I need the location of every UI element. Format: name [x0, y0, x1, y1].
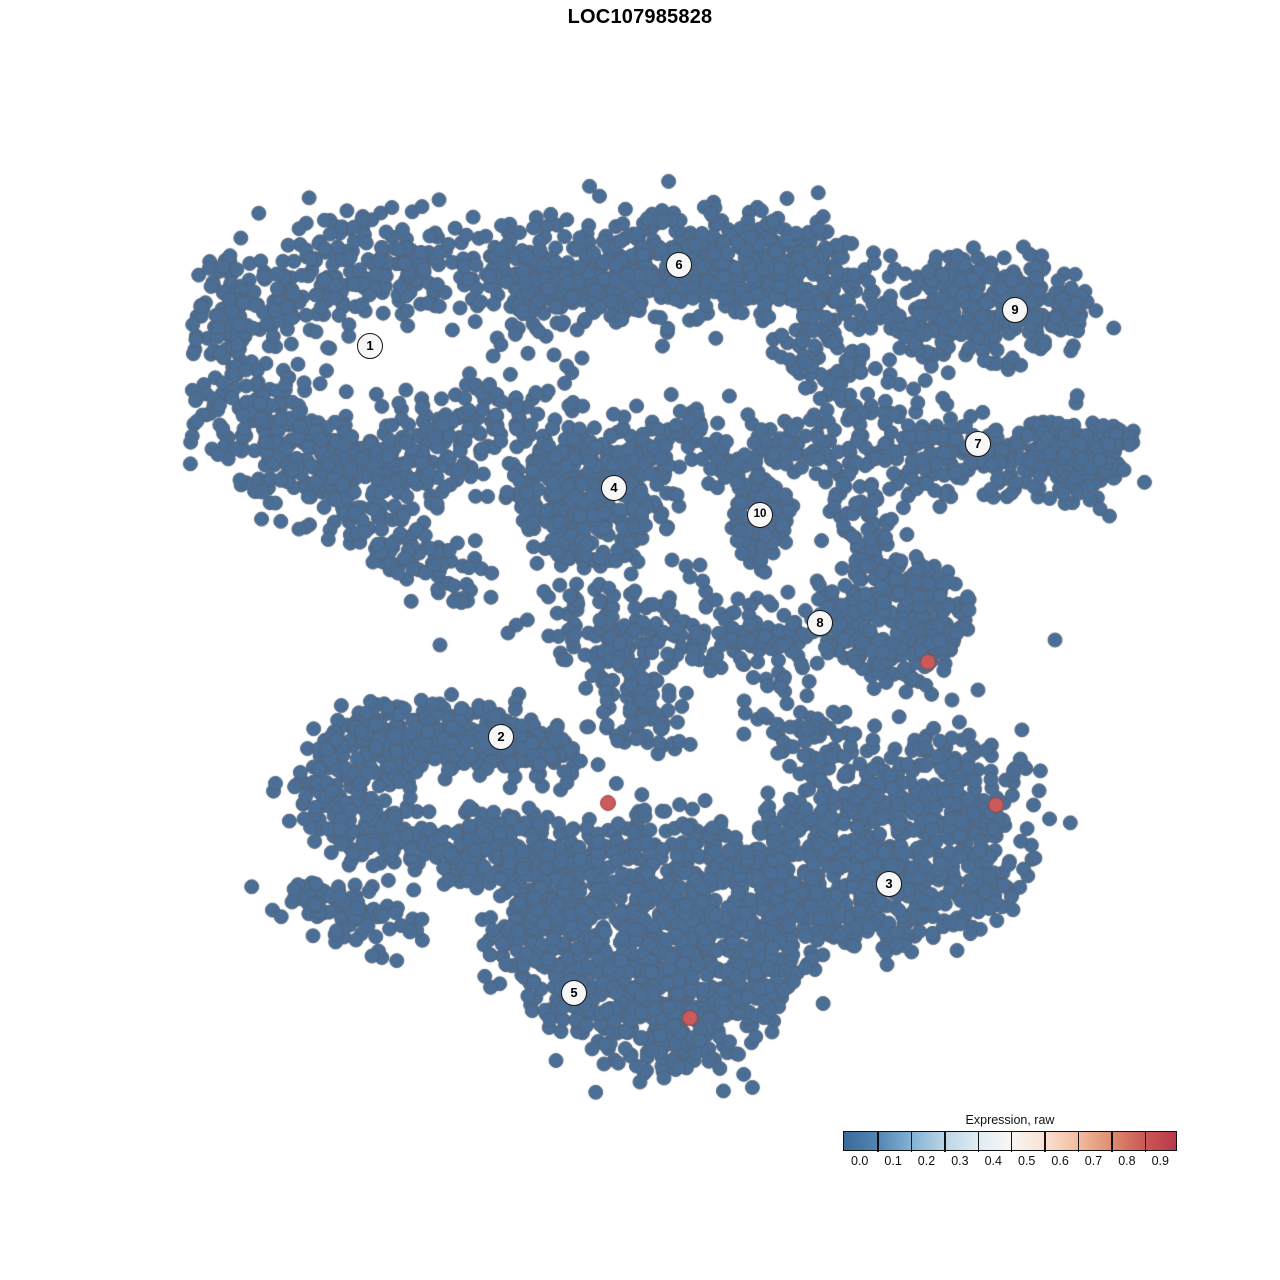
colorbar-tick-label: 0.0 [850, 1154, 869, 1168]
cluster-label-8[interactable]: 8 [807, 610, 833, 636]
colorbar-tick-mark [977, 1132, 979, 1152]
colorbar-tick-mark [944, 1132, 946, 1152]
colorbar-tick-mark [1144, 1132, 1146, 1152]
colorbar-title: Expression, raw [965, 1113, 1055, 1127]
colorbar-tick-label: 0.2 [917, 1154, 936, 1168]
colorbar-tick-mark [910, 1132, 913, 1152]
colorbar: Expression, raw 0.0 0.1 0.2 0.3 0.4 0.5 0.6 0.7… [843, 1113, 1177, 1172]
colorbar-gradient [843, 1131, 1178, 1152]
colorbar-tick-mark [1011, 1132, 1013, 1152]
colorbar-tick-label: 0.9 [1151, 1154, 1169, 1168]
colorbar-tick-mark [1077, 1132, 1080, 1152]
cluster-label-4[interactable]: 4 [601, 475, 627, 501]
cluster-label-1[interactable]: 1 [357, 333, 383, 359]
colorbar-tick-label: 0.5 [1017, 1154, 1036, 1168]
colorbar-tick-mark [877, 1132, 879, 1152]
colorbar-tick-label: 0.6 [1051, 1154, 1069, 1168]
cluster-label-2[interactable]: 2 [488, 724, 514, 750]
colorbar-tick-label: 0.4 [984, 1154, 1002, 1168]
colorbar-tick-mark [1044, 1132, 1046, 1152]
colorbar-tick-label: 0.8 [1118, 1154, 1136, 1168]
colorbar-tick-label: 0.3 [951, 1154, 969, 1168]
cluster-label-7[interactable]: 7 [965, 431, 991, 457]
cluster-label-9[interactable]: 9 [1002, 297, 1028, 323]
cluster-label-10[interactable]: 10 [747, 502, 773, 528]
cluster-label-5[interactable]: 5 [561, 980, 587, 1006]
colorbar-tick-label: 0.7 [1084, 1154, 1103, 1168]
colorbar-ticks [844, 1132, 1178, 1152]
colorbar-tick-label: 0.1 [884, 1154, 902, 1168]
cluster-label-6[interactable]: 6 [666, 252, 692, 278]
cluster-label-3[interactable]: 3 [876, 871, 902, 897]
colorbar-tick-labels: 0.0 0.1 0.2 0.3 0.4 0.5 0.6 0.7 0.8 0.9 [843, 1154, 1177, 1172]
colorbar-tick-mark [1111, 1132, 1113, 1152]
